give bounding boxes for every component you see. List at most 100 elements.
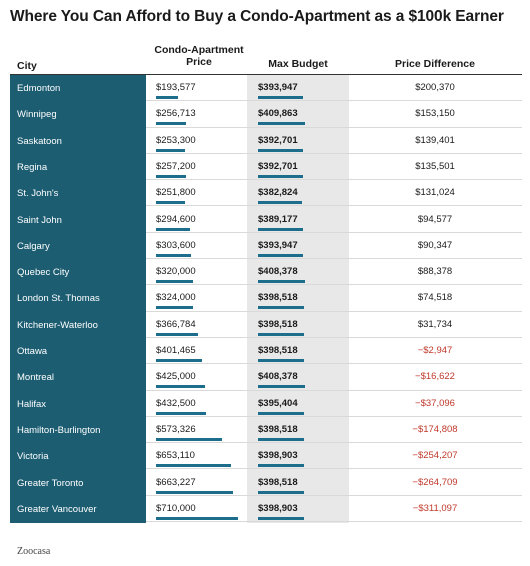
price-difference-label: −$254,207 — [412, 450, 458, 462]
table-row: Ottawa $401,465 $398,518 −$2,947 — [10, 338, 522, 365]
max-budget-label: $392,701 — [258, 134, 298, 146]
max-budget-label: $382,824 — [258, 187, 298, 199]
city-column-background — [10, 75, 146, 523]
condo-price-bar — [156, 359, 203, 362]
table-row: London St. Thomas $324,000 $398,518 $74,518 — [10, 285, 522, 312]
max-budget-label: $395,404 — [258, 397, 298, 409]
condo-price-label: $251,800 — [156, 187, 196, 199]
row-separator — [146, 231, 522, 233]
condo-price-bar — [156, 437, 223, 441]
header-divider — [10, 74, 522, 75]
condo-price-bar — [156, 490, 233, 494]
chart-title: Where You Can Afford to Buy a Condo-Apar… — [10, 8, 504, 25]
price-difference-label: −$2,947 — [417, 345, 453, 356]
max-budget-label: $398,518 — [258, 476, 298, 488]
max-budget-bar — [258, 306, 305, 310]
max-budget-bar — [258, 385, 306, 389]
table-row: Hamilton-Burlington $573,326 $398,518 −$174… — [10, 417, 522, 444]
condo-price-label: $193,577 — [156, 82, 196, 93]
condo-price-bar — [156, 201, 186, 205]
price-difference-label: $74,518 — [417, 292, 453, 304]
row-separator — [146, 205, 522, 207]
table-row: Greater Toronto $663,227 $398,518 −$264,709 — [10, 470, 522, 496]
price-difference-label: $88,378 — [417, 266, 453, 278]
price-difference-label: −$16,622 — [415, 371, 455, 383]
max-budget-label: $392,701 — [258, 160, 298, 172]
table-row: Kitchener-Waterloo $366,784 $398,518 $31,73… — [10, 312, 522, 338]
condo-price-label: $320,000 — [156, 266, 196, 278]
max-budget-bar — [258, 174, 304, 178]
source-credit: Zoocasa — [17, 546, 51, 557]
price-difference-label: $90,347 — [417, 239, 453, 251]
row-separator — [146, 179, 522, 181]
max-budget-bar — [258, 516, 305, 520]
header-price-difference: Price Difference — [395, 58, 475, 70]
price-difference-label: −$174,808 — [412, 423, 458, 435]
table-row: Winnipeg $256,713 $409,863 $153,150 — [10, 101, 522, 128]
max-budget-bar — [258, 437, 305, 441]
condo-price-label: $257,200 — [156, 160, 196, 172]
table-row: Edmonton $193,577 $393,947 $200,370 — [10, 75, 522, 102]
max-budget-label: $393,947 — [258, 82, 298, 93]
table-row: Saskatoon $253,300 $392,701 $139,401 — [10, 128, 522, 154]
condo-price-label: $653,110 — [156, 450, 195, 462]
condo-price-label: $432,500 — [156, 397, 196, 409]
price-difference-label: $139,401 — [415, 134, 455, 146]
city-name: Hamilton-Burlington — [17, 424, 101, 436]
condo-price-label: $663,227 — [156, 476, 196, 488]
price-difference-label: −$37,096 — [415, 397, 455, 409]
condo-price-bar — [156, 227, 191, 231]
row-separator — [146, 363, 522, 365]
city-name: Saskatoon — [17, 135, 62, 147]
city-name: St. John's — [17, 188, 59, 200]
city-name: Winnipeg — [17, 109, 57, 121]
row-separator — [146, 468, 522, 470]
max-budget-label: $398,903 — [258, 450, 298, 462]
header-condo-price: Condo-Apartment Price — [154, 44, 244, 68]
max-budget-label: $398,518 — [258, 423, 298, 435]
max-budget-label: $398,518 — [258, 345, 298, 356]
max-budget-bar — [258, 148, 304, 152]
condo-price-label: $573,326 — [156, 423, 196, 435]
table-row: Calgary $303,600 $393,947 $90,347 — [10, 233, 522, 260]
condo-price-bar — [156, 280, 193, 284]
price-difference-label: $94,577 — [417, 213, 453, 225]
price-difference-label: −$311,097 — [412, 502, 458, 514]
city-name: Victoria — [17, 451, 49, 463]
price-difference-label: −$264,709 — [412, 476, 458, 488]
condo-price-label: $401,465 — [156, 345, 196, 356]
row-separator — [146, 152, 522, 154]
condo-price-label: $710,000 — [156, 502, 196, 514]
row-separator — [146, 415, 522, 417]
city-name: Saint John — [17, 214, 62, 226]
table-row: Greater Vancouver $710,000 $398,903 −$311,0… — [10, 496, 522, 523]
row-separator — [146, 521, 522, 523]
max-budget-bar — [258, 253, 304, 257]
city-name: Regina — [17, 161, 48, 173]
condo-price-bar — [156, 122, 186, 126]
condo-price-bar — [156, 516, 238, 520]
condo-price-bar — [156, 411, 206, 415]
table-row: Montreal $425,000 $408,378 −$16,622 — [10, 364, 522, 391]
row-separator — [146, 284, 522, 286]
max-budget-bar — [258, 332, 305, 336]
row-separator — [146, 100, 522, 102]
condo-price-bar — [156, 385, 206, 389]
city-name: Montreal — [17, 372, 54, 384]
city-name: Greater Vancouver — [17, 503, 97, 515]
price-difference-label: $31,734 — [417, 318, 453, 330]
max-budget-bar — [258, 359, 305, 362]
table-header: City Condo-Apartment Price Max Budget Pr… — [10, 44, 520, 74]
condo-price-bar — [156, 306, 194, 310]
row-separator — [146, 336, 522, 338]
city-name: Halifax — [17, 398, 47, 410]
city-name: Quebec City — [17, 267, 70, 279]
max-budget-label: $408,378 — [258, 266, 298, 278]
condo-price-label: $253,300 — [156, 134, 196, 146]
max-budget-label: $408,378 — [258, 371, 298, 383]
condo-price-label: $303,600 — [156, 239, 196, 251]
city-name: London St. Thomas — [17, 293, 100, 305]
price-difference-label: $135,501 — [415, 160, 455, 172]
price-difference-label: $200,370 — [415, 82, 455, 93]
max-budget-label: $398,518 — [258, 318, 298, 330]
